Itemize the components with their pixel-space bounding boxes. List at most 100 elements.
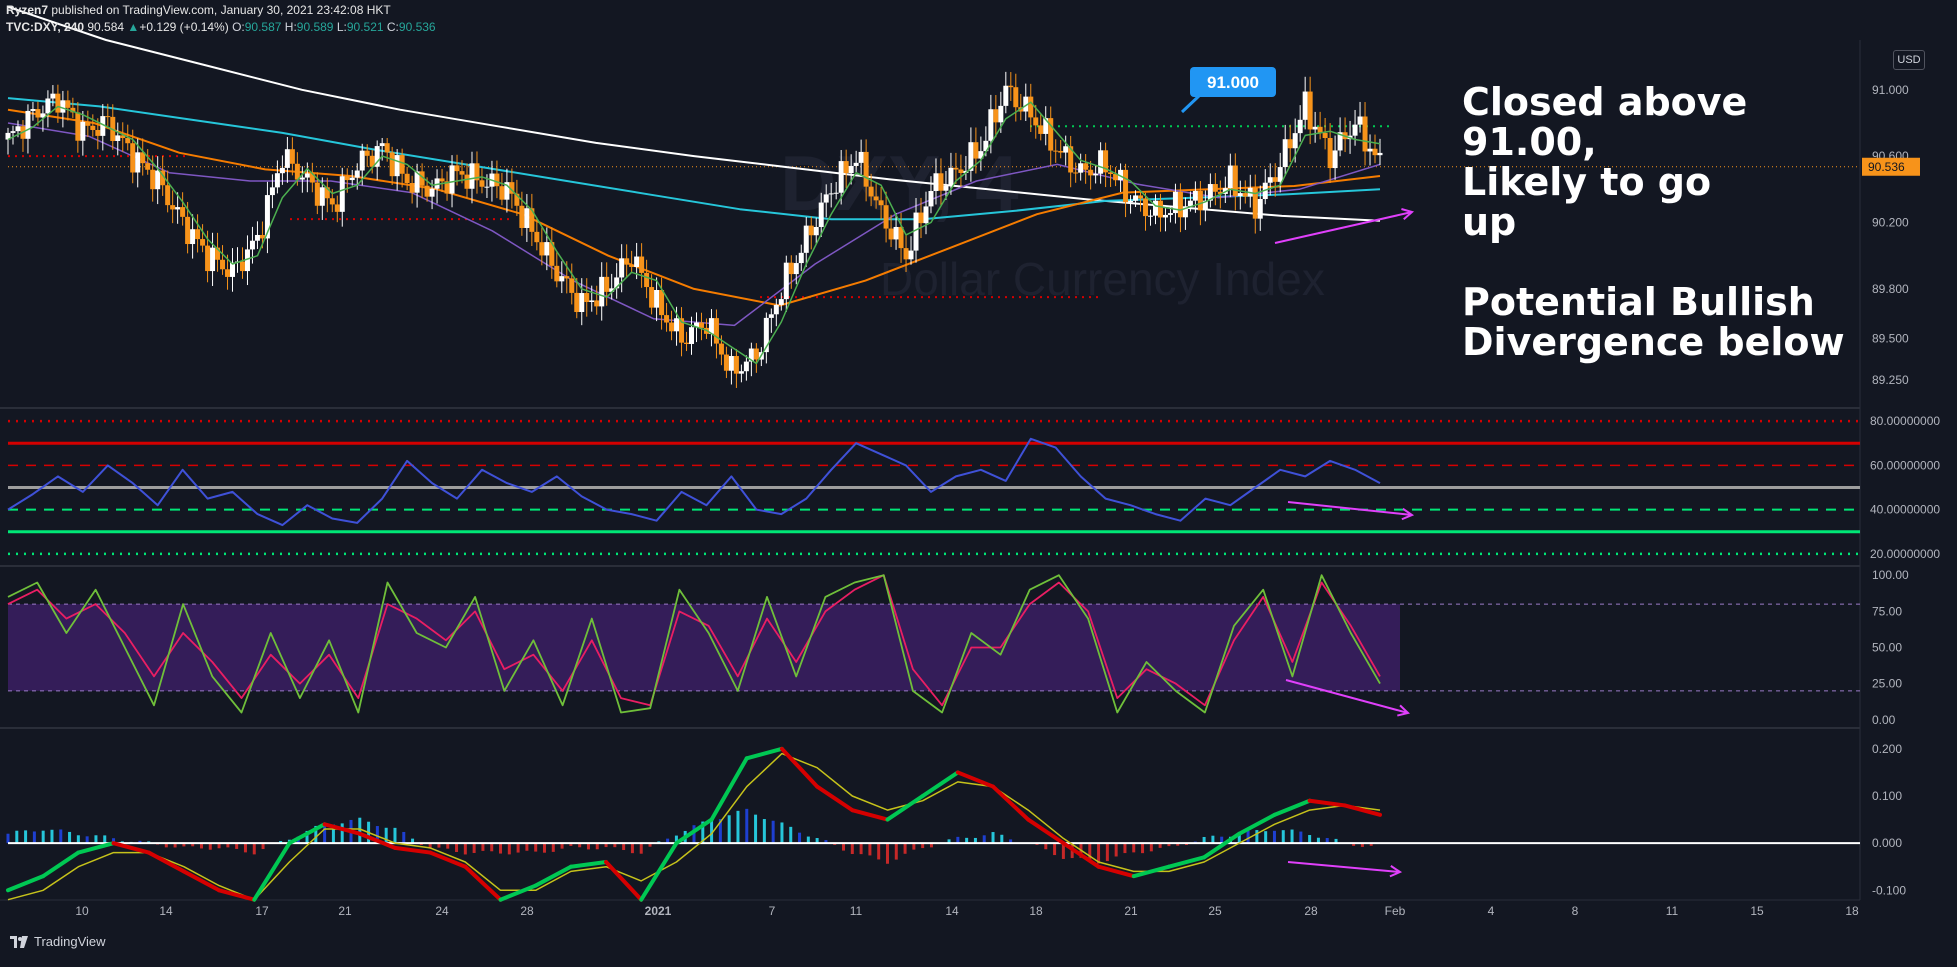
candle-body — [205, 246, 210, 271]
candle-body — [1058, 151, 1063, 153]
candle-body — [1363, 116, 1368, 151]
candle-body — [95, 130, 100, 136]
candle-body — [604, 277, 609, 292]
currency-button[interactable]: USD — [1893, 50, 1925, 70]
macd-histogram-bar — [543, 843, 546, 853]
candle-body — [1143, 198, 1148, 216]
macd-histogram-bar — [402, 832, 405, 843]
candle-body — [1213, 184, 1218, 192]
macd-histogram-bar — [1273, 831, 1276, 843]
candle-body — [958, 170, 963, 173]
time-tick-label: 14 — [945, 904, 959, 918]
macd-histogram-bar — [631, 843, 634, 853]
candle-body — [225, 269, 230, 277]
candle-body — [390, 152, 395, 176]
candle-body — [440, 178, 445, 181]
candle-body — [834, 193, 839, 194]
macd-histogram-bar — [385, 828, 388, 843]
candle-body — [599, 277, 604, 307]
candle-body — [30, 109, 35, 111]
candle-body — [175, 207, 180, 209]
candle-body — [300, 178, 305, 180]
candle-body — [1098, 150, 1103, 173]
macd-histogram-bar — [341, 823, 344, 843]
macd-histogram-bar — [1150, 843, 1153, 851]
candle-body — [584, 293, 589, 302]
candle-body — [270, 187, 275, 195]
candle-body — [1243, 193, 1248, 196]
candle-body — [754, 349, 759, 360]
time-tick-label: 24 — [435, 904, 449, 918]
candle-body — [659, 290, 664, 315]
candle-body — [839, 161, 844, 193]
price-tick-label: 89.250 — [1872, 373, 1909, 387]
macd-histogram-bar — [1299, 832, 1302, 844]
tradingview-footer[interactable]: TradingView — [10, 934, 106, 949]
macd-histogram-bar — [1264, 831, 1267, 843]
candle-body — [554, 266, 559, 282]
candle-body — [699, 322, 704, 327]
macd-histogram-bar — [393, 828, 396, 843]
candle-body — [385, 143, 390, 152]
candle-body — [425, 186, 430, 197]
candle-body — [794, 263, 799, 274]
macd-histogram-bar — [842, 843, 845, 850]
time-tick-label: 8 — [1572, 904, 1579, 918]
candle-body — [1078, 163, 1083, 172]
candle-body — [1168, 213, 1173, 215]
candle-body — [1093, 174, 1098, 176]
candle-body — [315, 183, 320, 206]
candle-body — [859, 152, 864, 163]
macd-histogram-bar — [525, 843, 528, 851]
candle-body — [25, 111, 30, 139]
candle-body — [804, 226, 809, 253]
candle-body — [819, 203, 824, 227]
candle-body — [809, 226, 814, 236]
time-tick-label: 11 — [850, 904, 863, 918]
time-tick-label: 7 — [769, 904, 776, 918]
candle-body — [904, 248, 909, 259]
candle-body — [574, 293, 579, 312]
candle-body — [1278, 167, 1283, 182]
candle-body — [130, 143, 135, 172]
macd-histogram-bar — [789, 827, 792, 843]
candle-body — [1128, 201, 1133, 202]
macd-tick-label: 0.000 — [1872, 836, 1902, 850]
candle-body — [200, 239, 205, 246]
candle-body — [305, 173, 310, 177]
candle-body — [589, 300, 594, 302]
candle-body — [1178, 192, 1183, 218]
candle-body — [669, 323, 674, 332]
candle-body — [1198, 191, 1203, 210]
candle-body — [125, 138, 130, 143]
candle-body — [824, 194, 829, 202]
candle-body — [579, 293, 584, 312]
candle-body — [285, 149, 290, 168]
candle-body — [938, 173, 943, 190]
candle-body — [335, 204, 340, 211]
candle-body — [1123, 170, 1128, 202]
publish-date: published on TradingView.com, January 30… — [48, 3, 391, 17]
candle-body — [869, 187, 874, 197]
candle-body — [1283, 139, 1288, 167]
candle-body — [290, 149, 295, 164]
candle-body — [1258, 199, 1263, 219]
candle-body — [844, 161, 849, 173]
candle-body — [499, 186, 504, 199]
candle-body — [539, 242, 544, 255]
stoch-tick-label: 50.00 — [1872, 641, 1902, 655]
candle-body — [255, 235, 260, 241]
tradingview-brand: TradingView — [34, 934, 106, 949]
tradingview-logo-icon — [10, 936, 28, 948]
candle-body — [884, 205, 889, 228]
macd-histogram-bar — [77, 835, 80, 843]
symbol-label[interactable]: TVC:DXY, 240 — [6, 20, 84, 34]
publisher-name[interactable]: Ryzen7 — [6, 3, 48, 17]
stoch-band — [8, 604, 1400, 691]
rsi-tick-label: 80.00000000 — [1870, 414, 1940, 428]
candle-body — [953, 168, 958, 170]
candle-body — [365, 151, 370, 156]
candle-body — [874, 196, 879, 200]
candle-body — [115, 135, 120, 141]
candle-body — [1148, 216, 1153, 217]
